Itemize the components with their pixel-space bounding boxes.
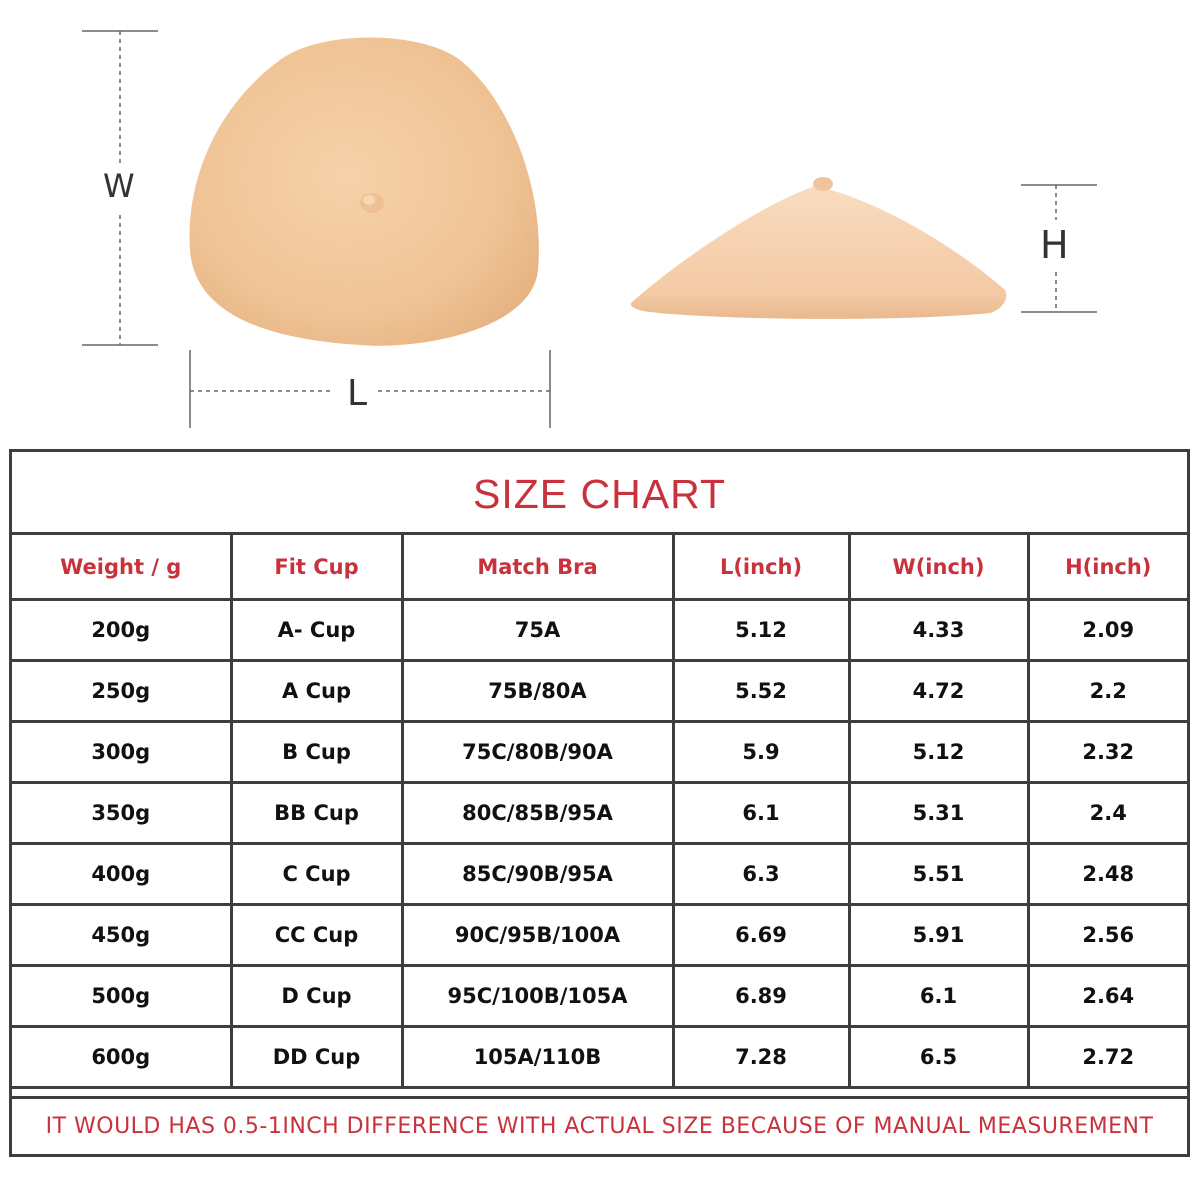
column-header-height: H(inch): [1026, 532, 1187, 601]
column-header-width: W(inch): [847, 532, 1030, 601]
table-row: 600g DD Cup 105A/110B 7.28 6.5 2.72: [12, 1025, 1187, 1089]
cell-weight: 400g: [12, 842, 233, 906]
cell-match-bra: 105A/110B: [400, 1025, 675, 1089]
cell-fit-cup: CC Cup: [229, 903, 404, 967]
column-header-fit-cup: Fit Cup: [229, 532, 404, 601]
cell-width: 5.12: [847, 720, 1030, 784]
cell-weight: 250g: [12, 659, 233, 723]
cell-match-bra: 80C/85B/95A: [400, 781, 675, 845]
cell-match-bra: 90C/95B/100A: [400, 903, 675, 967]
cell-match-bra: 75A: [400, 598, 675, 662]
cell-height: 2.48: [1026, 842, 1187, 906]
cell-height: 2.2: [1026, 659, 1187, 723]
cell-length: 6.1: [671, 781, 851, 845]
cell-weight: 500g: [12, 964, 233, 1028]
cell-width: 4.33: [847, 598, 1030, 662]
cell-height: 2.32: [1026, 720, 1187, 784]
table-row: 400g C Cup 85C/90B/95A 6.3 5.51 2.48: [12, 842, 1187, 906]
length-label: L: [347, 373, 368, 414]
cell-width: 6.5: [847, 1025, 1030, 1089]
dimension-drawing: [82, 30, 1097, 428]
table-row: 300g B Cup 75C/80B/90A 5.9 5.12 2.32: [12, 720, 1187, 784]
size-chart: SIZE CHART Weight / g Fit Cup Match Bra …: [9, 449, 1190, 1157]
column-header-match-bra: Match Bra: [400, 532, 675, 601]
breast-form-front-view: [189, 37, 539, 346]
table-row: 250g A Cup 75B/80A 5.52 4.72 2.2: [12, 659, 1187, 723]
height-label: H: [1040, 223, 1069, 267]
cell-width: 5.31: [847, 781, 1030, 845]
cell-length: 7.28: [671, 1025, 851, 1089]
cell-weight: 350g: [12, 781, 233, 845]
cell-height: 2.09: [1026, 598, 1187, 662]
table-row: 350g BB Cup 80C/85B/95A 6.1 5.31 2.4: [12, 781, 1187, 845]
cell-match-bra: 95C/100B/105A: [400, 964, 675, 1028]
cell-fit-cup: D Cup: [229, 964, 404, 1028]
cell-width: 5.51: [847, 842, 1030, 906]
cell-length: 5.52: [671, 659, 851, 723]
size-chart-title: SIZE CHART: [473, 471, 726, 517]
cell-weight: 450g: [12, 903, 233, 967]
height-dimension: [1021, 184, 1097, 313]
cell-weight: 600g: [12, 1025, 233, 1089]
cell-fit-cup: A- Cup: [229, 598, 404, 662]
breast-form-side-view: [630, 177, 1007, 319]
cell-weight: 200g: [12, 598, 233, 662]
cell-length: 5.12: [671, 598, 851, 662]
length-dimension: [189, 350, 551, 428]
width-label: W: [103, 167, 135, 205]
cell-width: 5.91: [847, 903, 1030, 967]
column-header-weight: Weight / g: [12, 532, 233, 601]
cell-width: 4.72: [847, 659, 1030, 723]
table-row: 500g D Cup 95C/100B/105A 6.89 6.1 2.64: [12, 964, 1187, 1028]
cell-fit-cup: C Cup: [229, 842, 404, 906]
cell-height: 2.4: [1026, 781, 1187, 845]
cell-height: 2.64: [1026, 964, 1187, 1028]
column-header-length: L(inch): [671, 532, 851, 601]
size-table: Weight / g Fit Cup Match Bra L(inch) W(i…: [12, 532, 1187, 1089]
cell-fit-cup: A Cup: [229, 659, 404, 723]
table-row: 450g CC Cup 90C/95B/100A 6.69 5.91 2.56: [12, 903, 1187, 967]
measurement-disclaimer: IT WOULD HAS 0.5-1INCH DIFFERENCE WITH A…: [12, 1096, 1187, 1154]
cell-fit-cup: B Cup: [229, 720, 404, 784]
cell-length: 5.9: [671, 720, 851, 784]
cell-match-bra: 75C/80B/90A: [400, 720, 675, 784]
product-diagram: W L H: [0, 0, 1200, 440]
table-header-row: Weight / g Fit Cup Match Bra L(inch) W(i…: [12, 532, 1187, 601]
width-dimension: [82, 30, 158, 346]
cell-weight: 300g: [12, 720, 233, 784]
cell-width: 6.1: [847, 964, 1030, 1028]
cell-length: 6.69: [671, 903, 851, 967]
cell-length: 6.3: [671, 842, 851, 906]
cell-fit-cup: DD Cup: [229, 1025, 404, 1089]
cell-fit-cup: BB Cup: [229, 781, 404, 845]
cell-height: 2.72: [1026, 1025, 1187, 1089]
cell-match-bra: 75B/80A: [400, 659, 675, 723]
cell-length: 6.89: [671, 964, 851, 1028]
cell-height: 2.56: [1026, 903, 1187, 967]
cell-match-bra: 85C/90B/95A: [400, 842, 675, 906]
table-row: 200g A- Cup 75A 5.12 4.33 2.09: [12, 598, 1187, 662]
